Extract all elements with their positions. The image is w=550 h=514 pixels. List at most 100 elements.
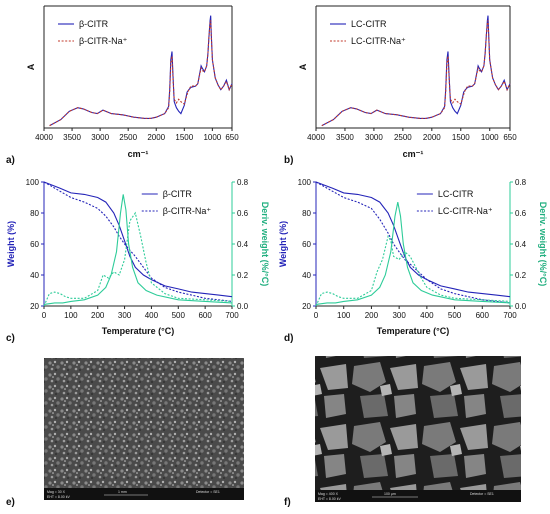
x-tick-label: 1500 — [452, 133, 470, 142]
x-tick-label: 500 — [448, 311, 462, 320]
panel-letter-e: e) — [6, 497, 15, 508]
sem-e-scale: 1 mm — [118, 490, 127, 494]
y-tick-label: 40 — [302, 271, 311, 280]
x-axis-label: cm⁻¹ — [403, 149, 424, 159]
x-tick-label: 100 — [64, 311, 78, 320]
y2-tick-label: 0.0 — [515, 302, 527, 311]
x-tick-label: 4000 — [307, 133, 325, 142]
x-tick-label: 4000 — [35, 133, 53, 142]
legend-label: β-CITR — [163, 189, 193, 199]
x-tick-label: 600 — [476, 311, 490, 320]
y-tick-label: 80 — [302, 209, 311, 218]
chart-4: 0 100 200 300 400 500 600 700 20 40 60 80 100 0.0 0.2 0… — [278, 178, 548, 344]
y2-tick-label: 0.8 — [515, 178, 527, 187]
y-tick-label: 60 — [302, 240, 311, 249]
sem-image-e: Mag = 30 X EHT = 8.00 kV 1 mm Detector =… — [44, 358, 244, 500]
y2-tick-label: 0.2 — [237, 271, 249, 280]
legend-label: LC-CITR-Na⁺ — [351, 36, 406, 46]
series-line-0 — [43, 181, 233, 298]
y2-tick-label: 0.4 — [515, 240, 527, 249]
x-tick-label: 100 — [337, 311, 351, 320]
legend-label: LC-CITR — [438, 189, 474, 199]
x-tick-label: 600 — [198, 311, 212, 320]
sem-f-eht: EHT = 8.00 kV — [318, 497, 341, 501]
x-tick-label: 200 — [365, 311, 379, 320]
chart-3: 0 100 200 300 400 500 600 700 20 40 60 80 100 0.0 0.2 0… — [6, 178, 270, 344]
sem-f-scale: 100 µm — [384, 492, 396, 496]
series-line-3 — [315, 234, 511, 307]
series-line-3 — [43, 211, 233, 307]
sem-f-mag: Mag = 400 X — [318, 492, 339, 496]
panel-letter-b: b) — [284, 155, 293, 166]
x-tick-label: 700 — [503, 311, 517, 320]
x-tick-label: 3000 — [91, 133, 109, 142]
legend-label: β-CITR-Na⁺ — [79, 36, 128, 46]
y-tick-label: 60 — [30, 240, 39, 249]
x-tick-label: 400 — [145, 311, 159, 320]
panel-letter-d: d) — [284, 333, 293, 344]
x-tick-label: 650 — [225, 133, 239, 142]
x-tick-label: 400 — [420, 311, 434, 320]
x-axis-label: Temperature (°C) — [102, 326, 174, 336]
y-axis-label: Weight (%) — [278, 221, 288, 267]
y-axis-label: A — [298, 63, 308, 70]
sem-e-detector: Detector = SE1 — [196, 490, 220, 494]
x-tick-label: 2000 — [147, 133, 165, 142]
x-tick-label: 700 — [225, 311, 239, 320]
y-tick-label: 20 — [30, 302, 39, 311]
x-tick-label: 2000 — [423, 133, 441, 142]
x-axis-label: cm⁻¹ — [128, 149, 149, 159]
series-line-1 — [49, 20, 233, 127]
x-axis-label: Temperature (°C) — [377, 326, 449, 336]
y-axis-label: Weight (%) — [6, 221, 16, 267]
x-tick-label: 1000 — [203, 133, 221, 142]
y2-tick-label: 0.0 — [237, 302, 249, 311]
panel-letter-c: c) — [6, 333, 15, 344]
x-tick-label: 300 — [392, 311, 406, 320]
x-tick-label: 3500 — [336, 133, 354, 142]
y2-tick-label: 0.4 — [237, 240, 249, 249]
y2-tick-label: 0.6 — [237, 209, 249, 218]
y2-axis-label: Deriv. weight (%/°C) — [260, 202, 270, 286]
x-tick-label: 3500 — [63, 133, 81, 142]
y2-tick-label: 0.8 — [237, 178, 249, 187]
x-tick-label: 0 — [42, 311, 47, 320]
sem-e-mag: Mag = 30 X — [47, 490, 66, 494]
x-tick-label: 650 — [503, 133, 517, 142]
series-line-1 — [43, 181, 233, 302]
x-tick-label: 300 — [118, 311, 132, 320]
panel-letter-f: f) — [284, 497, 291, 508]
x-tick-label: 2500 — [119, 133, 137, 142]
y-tick-label: 20 — [302, 302, 311, 311]
legend-label: LC-CITR — [351, 19, 387, 29]
x-tick-label: 200 — [91, 311, 105, 320]
x-tick-label: 1500 — [175, 133, 193, 142]
x-tick-label: 500 — [172, 311, 186, 320]
y2-tick-label: 0.6 — [515, 209, 527, 218]
sem-f-detector: Detector = SE1 — [470, 492, 494, 496]
x-tick-label: 2500 — [394, 133, 412, 142]
x-tick-label: 1000 — [481, 133, 499, 142]
sem-image-f: Mag = 400 X EHT = 8.00 kV 100 µm Detecto… — [315, 356, 521, 502]
x-tick-label: 3000 — [365, 133, 383, 142]
y-tick-label: 100 — [298, 178, 312, 187]
series-line-2 — [43, 194, 233, 305]
panel-letter-a: a) — [6, 155, 15, 166]
sem-e-eht: EHT = 8.00 kV — [47, 495, 70, 499]
series-line-1 — [321, 20, 511, 127]
y-tick-label: 80 — [30, 209, 39, 218]
y-tick-label: 100 — [26, 178, 40, 187]
series-line-2 — [315, 201, 511, 305]
legend-label: β-CITR-Na⁺ — [163, 206, 212, 216]
legend-label: β-CITR — [79, 19, 109, 29]
y-axis-label: A — [26, 63, 36, 70]
chart-2: 4000 3500 3000 2500 2000 1500 1000 650 cm⁻¹ A LC-C… — [284, 5, 517, 166]
series-line-1 — [315, 181, 511, 304]
y-tick-label: 40 — [30, 271, 39, 280]
series-line-0 — [315, 181, 511, 298]
x-tick-label: 0 — [314, 311, 319, 320]
y2-axis-label: Deriv. weight (%/°C) — [538, 202, 548, 286]
legend-label: LC-CITR-Na⁺ — [438, 206, 493, 216]
chart-1: 4000 3500 3000 2500 2000 1500 1000 650 cm⁻¹ Aβ-CI… — [6, 5, 239, 166]
